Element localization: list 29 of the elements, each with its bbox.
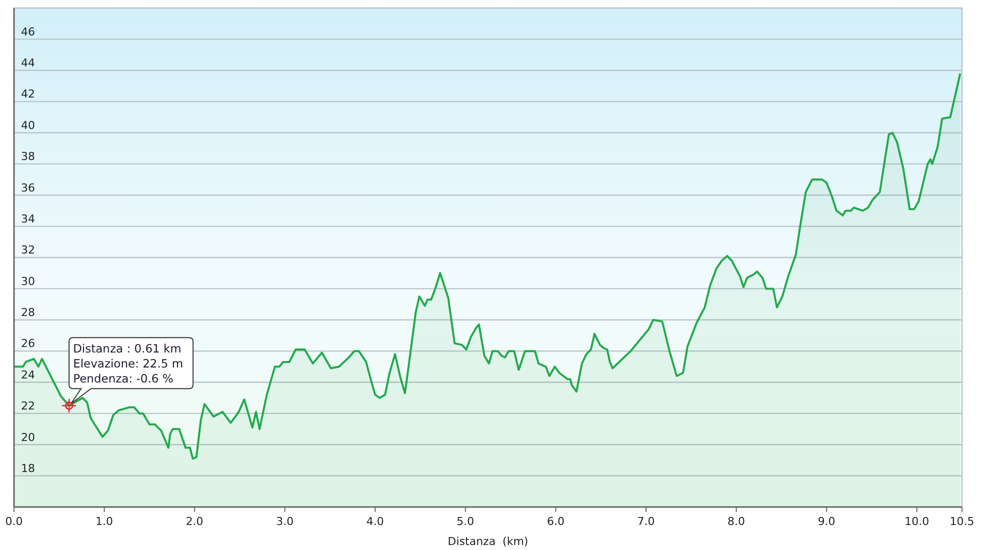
y-tick-label: 20 <box>21 430 35 444</box>
y-tick-label: 36 <box>21 181 35 194</box>
y-tick-label: 34 <box>21 212 35 226</box>
x-tick-label: 8.0 <box>728 515 746 528</box>
x-tick-label: 5.0 <box>456 515 474 528</box>
y-tick-label: 46 <box>21 25 35 38</box>
y-tick-label: 42 <box>21 88 35 101</box>
y-tick-label: 26 <box>21 337 35 350</box>
x-tick-label: 9.0 <box>818 515 836 528</box>
y-tick-label: 24 <box>21 368 35 382</box>
y-tick-label: 18 <box>21 462 35 475</box>
y-tick-label: 40 <box>21 118 35 132</box>
x-tick-label: 6.0 <box>546 515 564 528</box>
y-tick-label: 30 <box>21 274 35 288</box>
x-tick-label: 10.0 <box>904 515 930 528</box>
x-tick-label: 10.5 <box>950 515 974 528</box>
annotation: Distanza : 0.61 km Elevazione: 22.5 m Pendenza: -0.6 % <box>73 342 184 386</box>
x-tick-label: 0.0 <box>5 515 23 528</box>
y-tick-label: 38 <box>21 150 35 164</box>
x-tick-label: 1.0 <box>96 515 114 528</box>
x-axis-title: Distanza (km) <box>448 535 528 548</box>
y-tick-label: 32 <box>21 244 35 257</box>
x-tick-label: 7.0 <box>637 515 655 528</box>
x-tick-label: 2.0 <box>186 515 204 528</box>
y-tick-label: 28 <box>21 306 35 320</box>
y-tick-label: 44 <box>21 56 35 70</box>
x-tick-label: 3.0 <box>276 515 294 528</box>
x-tick-label: 4.0 <box>366 515 384 528</box>
y-tick-label: 22 <box>21 400 35 413</box>
